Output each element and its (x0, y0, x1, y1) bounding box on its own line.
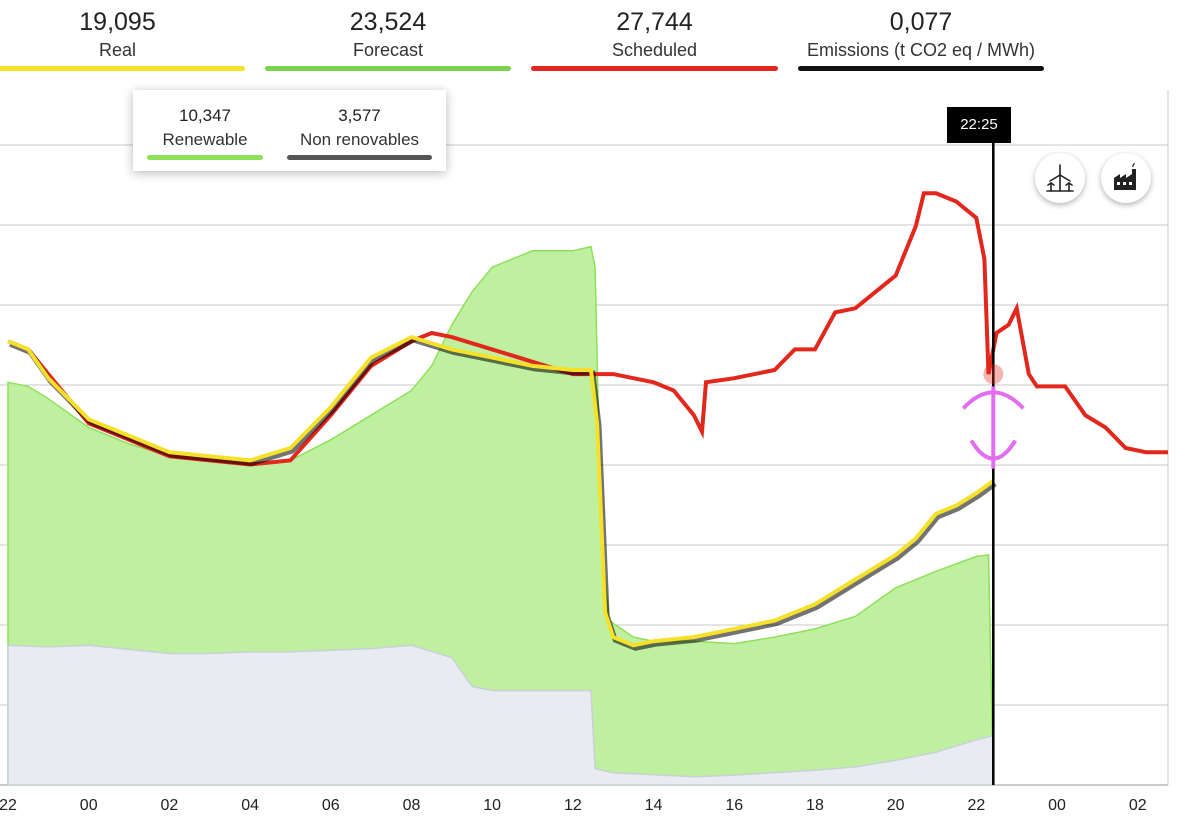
legend-non-renewable[interactable]: 3,577 Non renovables (287, 105, 432, 160)
x-tick-label-14: 02 (1129, 797, 1147, 814)
kpi-forecast-bar (265, 66, 511, 71)
wind-button[interactable] (1035, 153, 1085, 203)
legend-renewable-bar (147, 155, 263, 160)
kpi-forecast-label: Forecast (352, 40, 424, 60)
kpi-emissions-label: Emissions (t CO2 eq / MWh) (806, 40, 1036, 60)
legend-renewable[interactable]: 10,347 Renewable (147, 105, 263, 160)
tooltip-legend: 10,347 Renewable 3,577 Non renovables (133, 90, 446, 171)
kpi-emissions[interactable]: 0,077 Emissions (t CO2 eq / MWh) (798, 6, 1044, 71)
kpi-scheduled-label: Scheduled (611, 40, 698, 60)
x-tick-label-2: 02 (160, 797, 178, 814)
kpi-scheduled-value: 27,744 (616, 8, 693, 36)
x-tick-label-7: 12 (564, 797, 582, 814)
x-tick-label-4: 06 (322, 797, 340, 814)
legend-non-renewable-value: 3,577 (338, 106, 381, 125)
legend-non-renewable-bar (287, 155, 432, 160)
x-tick-label-13: 00 (1048, 797, 1066, 814)
real-line (7, 334, 995, 648)
cursor-time-badge: 22:25 (947, 107, 1011, 143)
annotation-arrow-head-down (969, 439, 1017, 461)
scheduled-line (7, 191, 1168, 467)
factory-button[interactable] (1101, 153, 1151, 203)
kpi-scheduled[interactable]: 27,744 Scheduled (531, 6, 778, 71)
legend-non-renewable-label: Non renovables (299, 130, 420, 149)
kpi-emissions-bar (798, 66, 1044, 71)
kpi-real[interactable]: 19,095 Real (0, 6, 245, 71)
x-tick-label-6: 10 (483, 797, 501, 814)
legend-renewable-value: 10,347 (179, 106, 231, 125)
kpi-real-label: Real (98, 40, 137, 60)
legend-renewable-label: Renewable (162, 130, 248, 149)
x-tick-label-10: 18 (806, 797, 824, 814)
cursor-marker (983, 364, 1004, 385)
non-renewable-area (7, 644, 995, 786)
kpi-forecast-value: 23,524 (349, 8, 427, 36)
x-tick-label-9: 16 (725, 797, 743, 814)
x-tick-label-5: 08 (403, 797, 421, 814)
x-tick-label-12: 22 (967, 797, 985, 814)
kpi-scheduled-bar (531, 66, 778, 71)
factory-icon (1114, 163, 1136, 190)
kpi-real-bar (0, 66, 245, 71)
x-tick-label-8: 14 (645, 797, 663, 814)
x-tick-label-1: 00 (80, 797, 98, 814)
kpi-emissions-value: 0,077 (889, 8, 953, 36)
x-tick-label-11: 20 (887, 797, 905, 814)
wind-turbine-icon (1046, 164, 1074, 192)
x-tick-label-3: 04 (241, 797, 259, 814)
x-tick-label-0: 22 (0, 797, 17, 814)
kpi-forecast[interactable]: 23,524 Forecast (265, 6, 511, 71)
annotation-arrow-head-up (961, 390, 1025, 410)
kpi-real-value: 19,095 (79, 8, 156, 36)
